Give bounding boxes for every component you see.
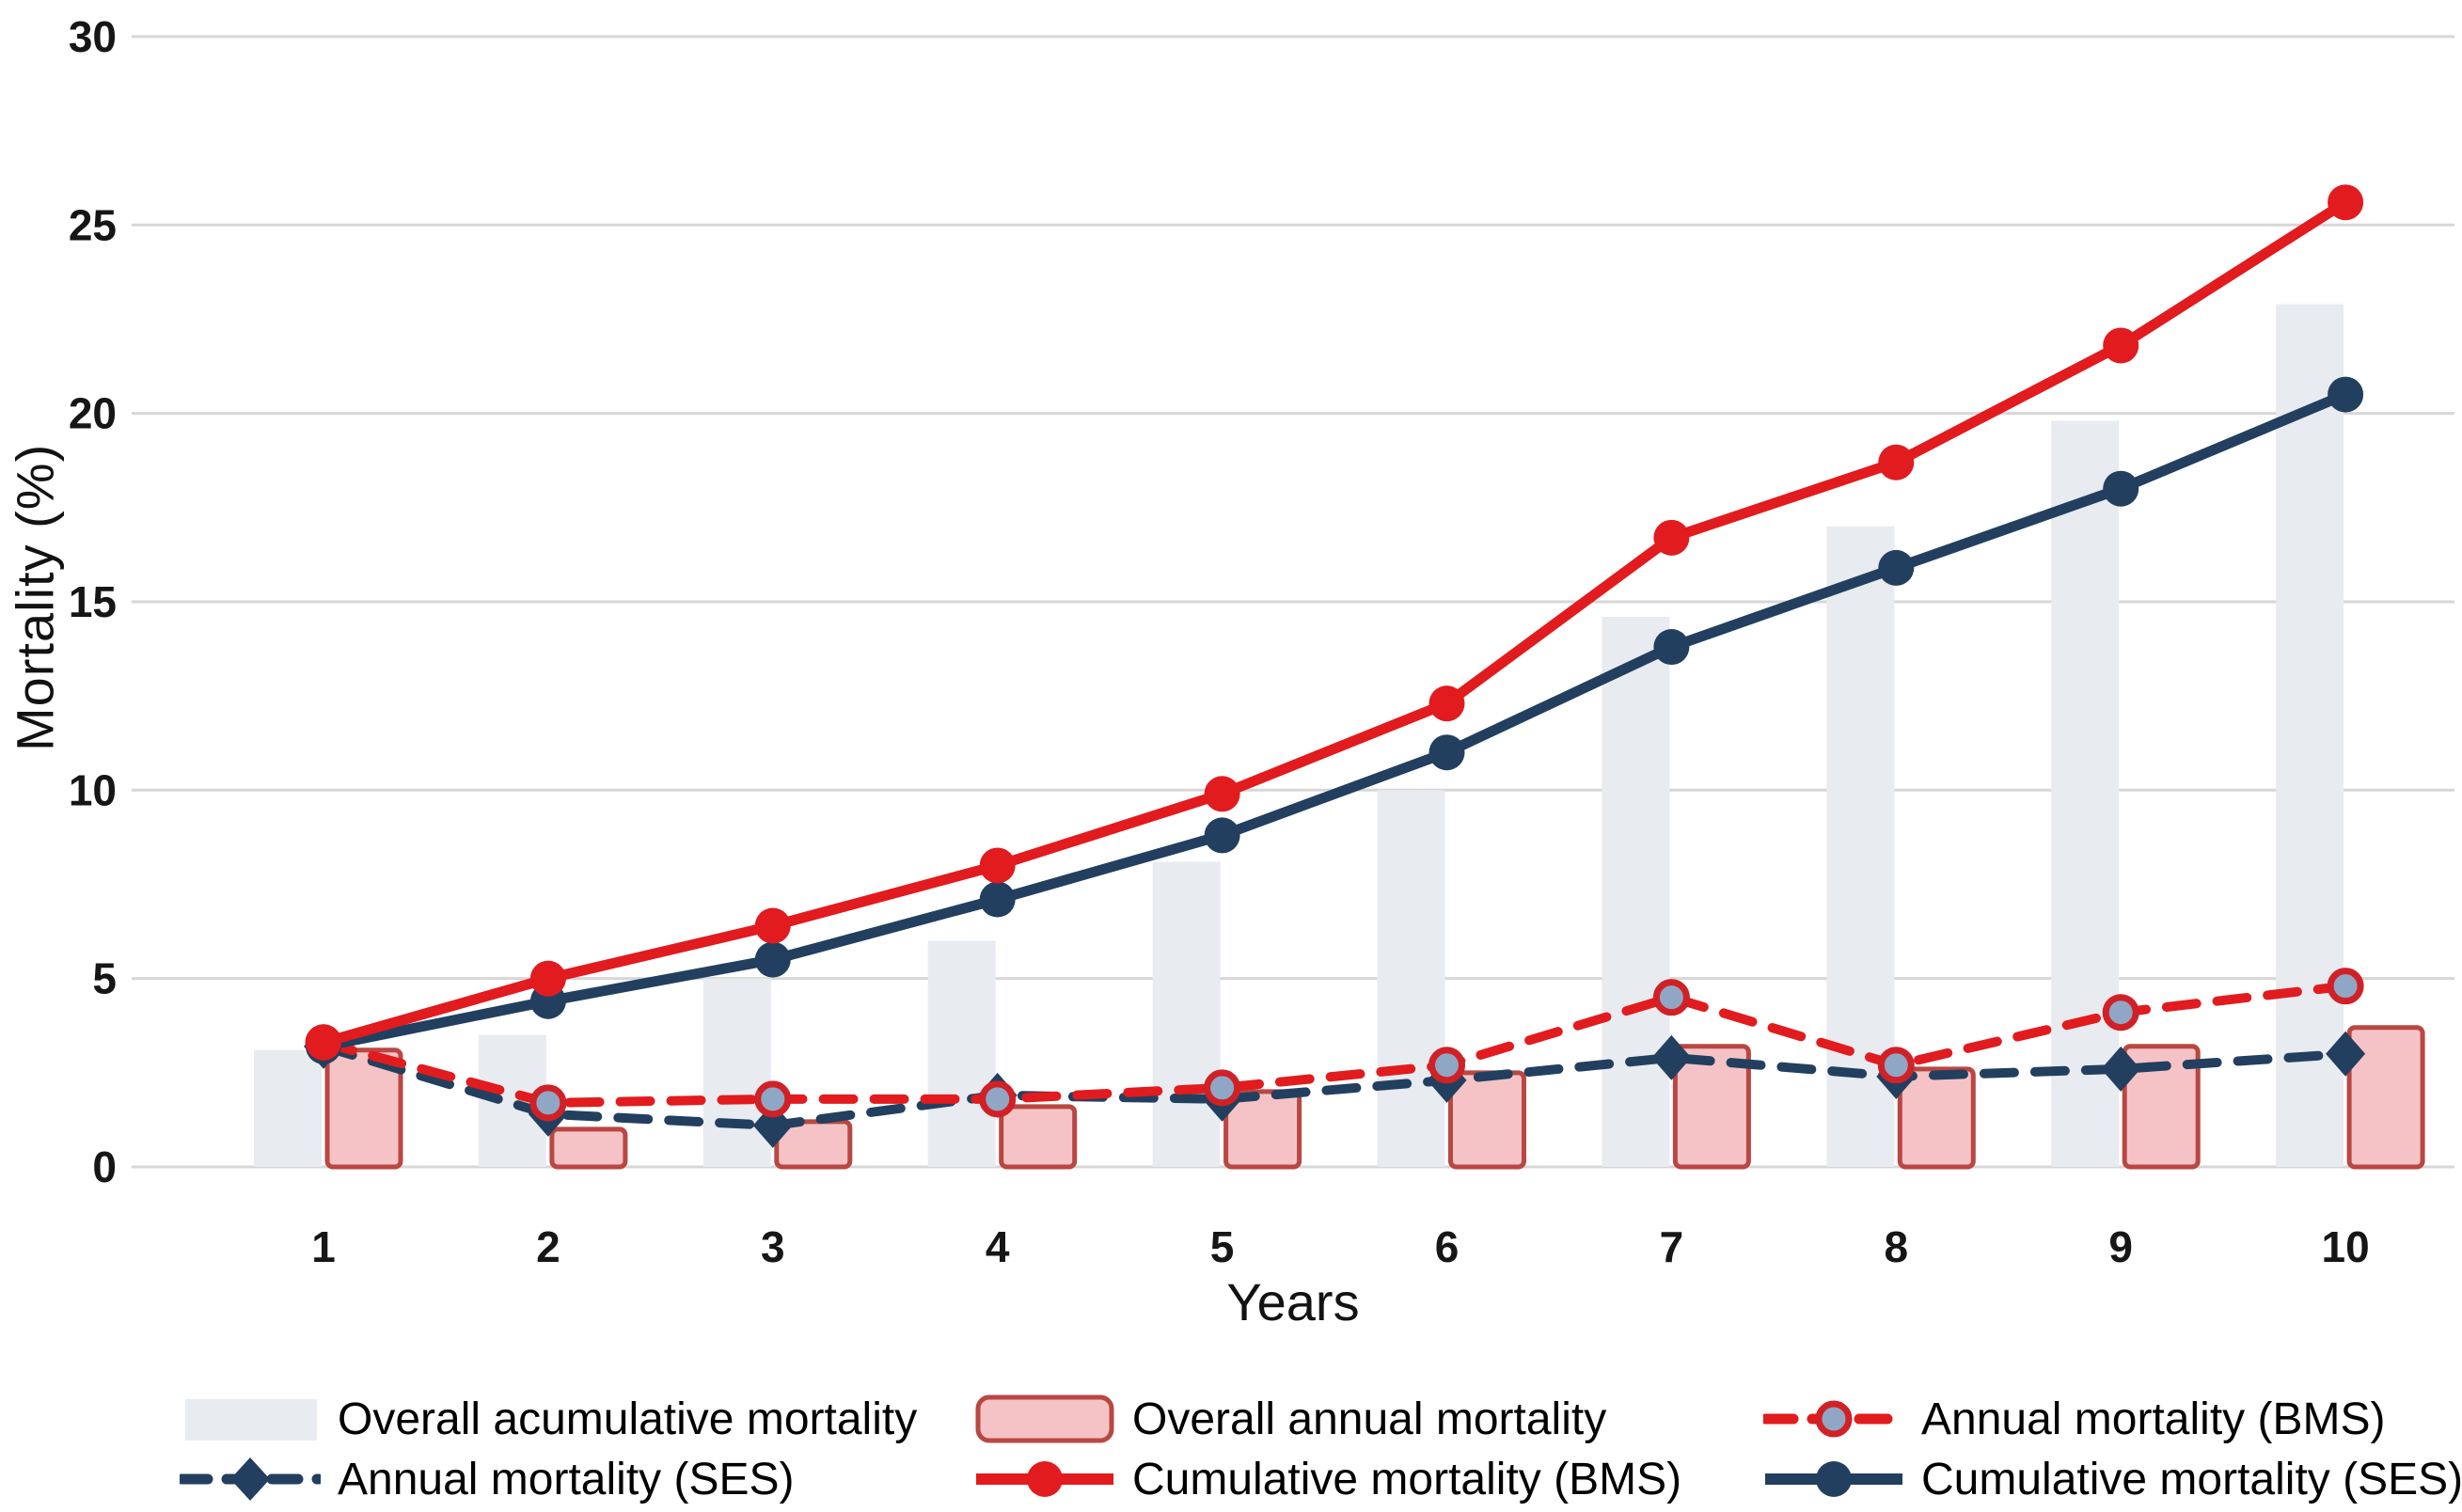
cumulative-ses-line [322, 389, 2348, 1052]
annual-ses-line [319, 1041, 2351, 1130]
cumulative-bms-point [754, 907, 791, 944]
overall-annual-bar [2346, 1025, 2425, 1170]
overall-cumulative-bar [702, 978, 771, 1167]
legend-label: Cumulative mortality (BMS) [1132, 1454, 1682, 1504]
annual-ses-point [2326, 1031, 2366, 1077]
x-tick-label: 10 [2322, 1222, 2370, 1271]
y-tick-label: 30 [69, 12, 117, 61]
cumulative-ses-point [979, 881, 1016, 918]
cumulative-bms-point [529, 960, 566, 997]
gray-bar-swatch-icon [185, 1399, 317, 1441]
overall-annual-bar [1672, 1044, 1751, 1170]
overall-annual-bar [2122, 1044, 2201, 1170]
annual-bms-point [979, 1080, 1017, 1118]
annual-bms-point [1428, 1047, 1465, 1084]
x-tick-label: 2 [536, 1222, 560, 1271]
overall-cumulative-bar [2276, 304, 2344, 1168]
x-tick-label: 3 [761, 1222, 785, 1271]
x-tick-label: 9 [2108, 1222, 2133, 1271]
cumulative-ses-point [1428, 734, 1465, 771]
x-tick-label: 7 [1660, 1222, 1684, 1271]
legend-label: Cumulative mortality (SES) [1921, 1454, 2462, 1504]
overall-cumulative-bar [254, 1049, 322, 1167]
annual-bms-point [529, 1084, 567, 1122]
cumulative-bms-point [1653, 519, 1690, 556]
cumulative-bms-line [322, 197, 2349, 1048]
cumulative-bms-point [2328, 184, 2364, 221]
cumulative-bms-point [1878, 444, 1915, 480]
overall-cumulative-bar [2051, 420, 2120, 1167]
x-axis-title: Years [1226, 1272, 1360, 1331]
legend-label: Overall acumulative mortality [338, 1394, 918, 1444]
cumulative-ses-point [1204, 817, 1240, 854]
annual-bms-line [319, 981, 2351, 1108]
overall-annual-bar [999, 1104, 1078, 1170]
legend-label: Annual mortality (SES) [338, 1454, 795, 1504]
overall-annual-bar [324, 1047, 403, 1170]
cumulative-ses-point [2328, 376, 2364, 413]
cumulative-bms-point [306, 1024, 341, 1061]
legend-item-cumulative-mortality-bms: Cumulative mortality (BMS) [974, 1450, 1681, 1508]
overall-cumulative-bar [927, 940, 996, 1167]
overall-annual-bar [1223, 1089, 1302, 1170]
annual-ses-point [2101, 1046, 2141, 1092]
legend-item-overall-annual-mortality: Overall annual mortality [974, 1390, 1606, 1448]
cumulative-bms-point [1428, 685, 1465, 722]
legend-label: Overall annual mortality [1132, 1394, 1607, 1444]
annual-ses-point [1651, 1034, 1692, 1080]
overall-cumulative-bar [1602, 616, 1670, 1167]
annual-bms-point [1652, 979, 1690, 1016]
y-tick-label: 0 [92, 1142, 117, 1191]
legend-item-annual-mortality-bms: Annual mortality (BMS) [1763, 1390, 2385, 1448]
x-tick-label: 1 [311, 1222, 336, 1271]
navy-dashed-line-swatch-icon [180, 1457, 321, 1501]
red-dashed-line-swatch-icon [1763, 1400, 1904, 1438]
cumulative-ses-point [1878, 549, 1915, 586]
x-tick-label: 4 [986, 1222, 1010, 1271]
overall-annual-bar [774, 1119, 853, 1170]
y-tick-label: 5 [92, 954, 117, 1003]
annual-bms-point [754, 1080, 792, 1118]
overall-cumulative-bar [1152, 861, 1221, 1167]
annual-bms-point [2327, 968, 2364, 1005]
overall-annual-bar [1897, 1066, 1976, 1170]
cumulative-ses-point [1653, 629, 1690, 666]
legend-item-overall-acumulative-mortality: Overall acumulative mortality [180, 1390, 917, 1448]
annual-bms-point [1204, 1069, 1241, 1107]
y-tick-label: 10 [69, 765, 117, 814]
overall-cumulative-bar [1377, 790, 1445, 1167]
pink-bar-swatch-icon [975, 1394, 1114, 1443]
legend-label: Annual mortality (BMS) [1921, 1394, 2386, 1444]
x-tick-label: 8 [1885, 1222, 1909, 1271]
legend-item-annual-mortality-ses: Annual mortality (SES) [180, 1450, 795, 1508]
cumulative-bms-point [2103, 327, 2139, 364]
cumulative-bms-point [1204, 776, 1240, 812]
cumulative-ses-point [2103, 470, 2139, 507]
navy-solid-line-swatch-icon [1765, 1461, 1902, 1497]
x-tick-label: 6 [1435, 1222, 1460, 1271]
overall-annual-bar [1448, 1070, 1526, 1170]
annual-bms-point [2102, 994, 2139, 1032]
y-axis-title: Mortality (%) [5, 443, 65, 751]
legend-item-cumulative-mortality-ses: Cumulative mortality (SES) [1763, 1450, 2462, 1508]
cumulative-ses-point [754, 941, 791, 978]
y-tick-label: 20 [69, 389, 117, 438]
overall-annual-bar [549, 1126, 628, 1170]
y-tick-label: 25 [69, 200, 117, 249]
cumulative-bms-point [979, 847, 1016, 884]
y-tick-label: 15 [69, 577, 117, 626]
annual-bms-point [1877, 1047, 1915, 1084]
red-solid-line-swatch-icon [976, 1461, 1113, 1497]
x-tick-label: 5 [1210, 1222, 1235, 1271]
